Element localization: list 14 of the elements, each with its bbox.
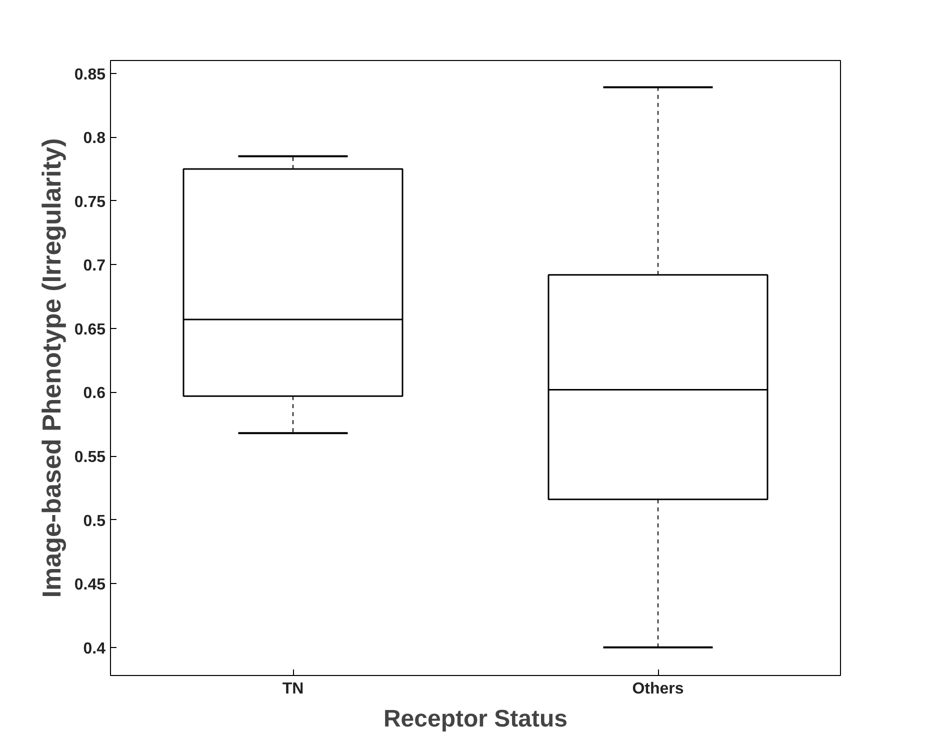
y-tick-label: 0.7 bbox=[83, 258, 106, 275]
x-tick-label: TN bbox=[282, 680, 304, 698]
y-tick-label: 0.4 bbox=[83, 640, 106, 658]
x-axis-title: Receptor Status bbox=[383, 706, 568, 732]
y-tick-label: 0.6 bbox=[83, 385, 106, 402]
y-tick-label: 0.5 bbox=[83, 512, 106, 530]
y-tick-label: 0.55 bbox=[74, 449, 106, 466]
y-tick-label: 0.45 bbox=[74, 576, 106, 594]
y-tick-label: 0.75 bbox=[74, 194, 106, 211]
y-tick-label: 0.65 bbox=[74, 321, 106, 338]
y-tick-label: 0.8 bbox=[83, 130, 106, 148]
x-tick-label: Others bbox=[632, 680, 684, 698]
y-tick-label: 0.85 bbox=[74, 66, 106, 84]
y-axis-title: Image-based Phenotype (Irregularity) bbox=[36, 138, 66, 598]
